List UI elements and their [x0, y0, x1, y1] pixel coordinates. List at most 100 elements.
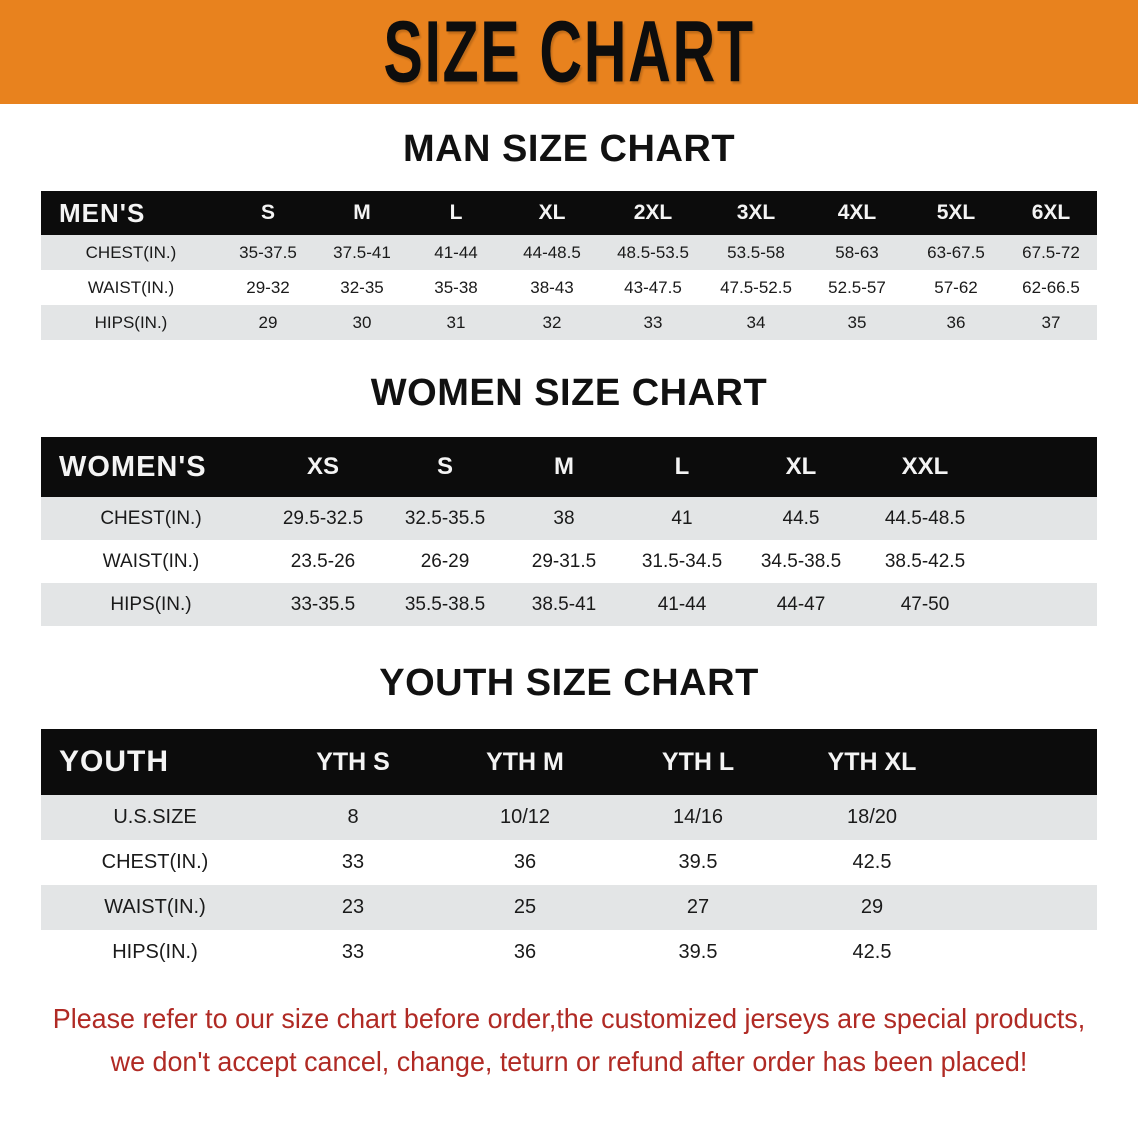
youth-header-cell-4: YTH XL: [827, 747, 917, 776]
table-cell: 25: [513, 896, 537, 918]
table-cell: 33: [341, 941, 365, 963]
women-row-label-chest: CHEST(IN.): [100, 507, 202, 529]
table-row: HIPS(IN.) 33-35.5 35.5-38.5 38.5-41 41-4…: [41, 583, 1097, 626]
table-cell: 8: [347, 806, 359, 828]
women-header-cell-3: M: [554, 453, 574, 480]
table-cell: 44.5: [782, 507, 820, 529]
table-row: CHEST(IN.) 33 36 39.5 42.5: [41, 840, 1097, 885]
table-cell: 29.5-32.5: [282, 507, 364, 529]
table-cell-spacer: [961, 930, 1097, 975]
women-header-cell-6: XXL: [901, 453, 949, 480]
disclaimer-line-1: Please refer to our size chart before or…: [52, 1003, 1086, 1034]
table-cell: 31.5-34.5: [641, 550, 723, 572]
table-row: U.S.SIZE 8 10/12 14/16 18/20: [41, 795, 1097, 840]
women-section-title: WOMEN SIZE CHART: [370, 372, 768, 414]
table-cell: 44-48.5: [523, 242, 581, 262]
youth-chart-wrapper: YOUTH YTH S YTH M YTH L YTH XL U.S.SIZE …: [41, 729, 1097, 975]
table-cell: 29-31.5: [531, 550, 597, 572]
table-cell: 36: [946, 312, 966, 332]
table-cell: 48.5-53.5: [617, 242, 689, 262]
youth-section-title: YOUTH SIZE CHART: [379, 662, 759, 704]
man-header-cell-3: L: [449, 201, 463, 224]
women-header-cell-2: S: [436, 453, 453, 480]
man-section-title: MAN SIZE CHART: [402, 128, 736, 170]
table-cell: 35.5-38.5: [404, 593, 486, 615]
women-header-cell-4: L: [674, 453, 690, 480]
table-cell-spacer: [989, 540, 1097, 583]
table-cell: 41-44: [434, 242, 478, 262]
women-header-cell-0: WOMEN'S: [59, 450, 207, 483]
page-title: SIZE CHART: [383, 2, 755, 101]
table-cell: 38.5-41: [531, 593, 597, 615]
table-cell: 33: [341, 851, 365, 873]
table-cell: 14/16: [672, 806, 724, 828]
table-cell: 43-47.5: [624, 277, 682, 297]
table-cell: 47.5-52.5: [720, 277, 792, 297]
table-cell: 63-67.5: [927, 242, 985, 262]
table-cell: 35-38: [434, 277, 478, 297]
table-cell: 38.5-42.5: [884, 550, 966, 572]
women-header-cell-5: XL: [785, 453, 817, 480]
women-header-cell-1: XS: [306, 453, 339, 480]
disclaimer-line-2: we don't accept cancel, change, teturn o…: [110, 1046, 1028, 1078]
table-cell: 36: [513, 941, 537, 963]
table-cell-spacer: [989, 583, 1097, 626]
man-header-cell-8: 5XL: [936, 201, 976, 224]
table-cell: 38: [553, 507, 575, 529]
man-header-row: MEN'S S M L XL 2XL 3XL 4XL 5XL 6XL: [41, 191, 1097, 235]
women-size-table: WOMEN'S XS S M L XL XXL CHEST(IN.) 29.5-…: [41, 437, 1097, 626]
man-header-cell-2: M: [353, 201, 371, 224]
youth-row-label-hips: HIPS(IN.): [112, 941, 198, 963]
table-cell: 30: [352, 312, 372, 332]
table-cell: 32.5-35.5: [404, 507, 486, 529]
table-cell: 58-63: [835, 242, 879, 262]
table-cell-spacer: [961, 795, 1097, 840]
table-cell: 42.5: [852, 941, 892, 963]
table-cell: 38-43: [530, 277, 574, 297]
table-cell: 41: [671, 507, 693, 529]
man-header-cell-0: MEN'S: [59, 197, 146, 228]
table-cell: 32-35: [340, 277, 384, 297]
man-size-table: MEN'S S M L XL 2XL 3XL 4XL 5XL 6XL CHEST…: [41, 191, 1097, 340]
youth-header-spacer: [961, 729, 1097, 795]
table-cell: 29: [258, 312, 278, 332]
table-cell: 26-29: [420, 550, 470, 572]
man-header-cell-4: XL: [538, 201, 566, 224]
table-cell: 35-37.5: [239, 242, 297, 262]
table-cell: 18/20: [846, 806, 898, 828]
table-cell: 47-50: [900, 593, 950, 615]
youth-size-table: YOUTH YTH S YTH M YTH L YTH XL U.S.SIZE …: [41, 729, 1097, 975]
table-cell: 42.5: [852, 851, 892, 873]
man-header-cell-5: 2XL: [633, 201, 673, 224]
table-cell: 52.5-57: [828, 277, 886, 297]
table-cell: 33: [643, 312, 663, 332]
disclaimer-text: Please refer to our size chart before or…: [41, 997, 1097, 1084]
table-cell: 34: [746, 312, 766, 332]
table-cell: 57-62: [934, 277, 978, 297]
table-cell: 41-44: [657, 593, 707, 615]
table-cell-spacer: [961, 840, 1097, 885]
youth-row-label-waist: WAIST(IN.): [104, 896, 206, 918]
table-cell-spacer: [961, 885, 1097, 930]
table-cell: 10/12: [499, 806, 551, 828]
youth-header-cell-2: YTH M: [486, 747, 564, 776]
man-chart-wrapper: MEN'S S M L XL 2XL 3XL 4XL 5XL 6XL CHEST…: [41, 191, 1097, 340]
table-row: CHEST(IN.) 29.5-32.5 32.5-35.5 38 41 44.…: [41, 497, 1097, 540]
table-cell: 33-35.5: [290, 593, 356, 615]
table-cell: 39.5: [678, 851, 718, 873]
table-row: WAIST(IN.) 23 25 27 29: [41, 885, 1097, 930]
women-chart-wrapper: WOMEN'S XS S M L XL XXL CHEST(IN.) 29.5-…: [41, 437, 1097, 626]
man-row-label-hips: HIPS(IN.): [94, 312, 168, 332]
table-row: WAIST(IN.) 23.5-26 26-29 29-31.5 31.5-34…: [41, 540, 1097, 583]
women-header-row: WOMEN'S XS S M L XL XXL: [41, 437, 1097, 497]
youth-header-cell-3: YTH L: [661, 747, 735, 776]
man-header-cell-7: 4XL: [837, 201, 877, 224]
youth-row-label-us-size: U.S.SIZE: [113, 806, 197, 828]
man-header-cell-1: S: [260, 201, 275, 224]
table-cell: 37: [1041, 312, 1061, 332]
table-row: WAIST(IN.) 29-32 32-35 35-38 38-43 43-47…: [41, 270, 1097, 305]
table-cell: 34.5-38.5: [760, 550, 842, 572]
table-cell: 29-32: [246, 277, 290, 297]
table-cell: 39.5: [678, 941, 718, 963]
women-row-label-hips: HIPS(IN.): [110, 593, 192, 615]
